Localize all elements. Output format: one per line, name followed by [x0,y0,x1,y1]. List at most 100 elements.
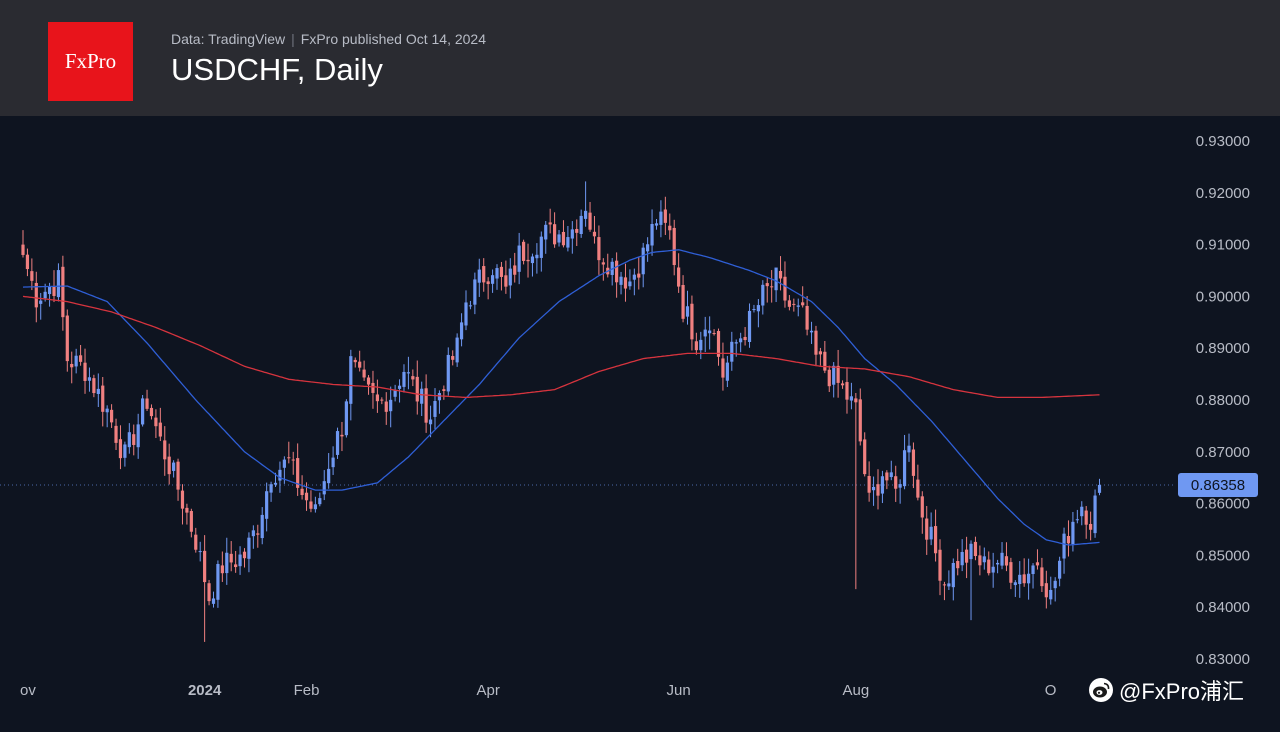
candle-body [229,553,233,563]
y-tick-label: 0.93000 [1196,133,1250,150]
candle-body [455,337,459,363]
candle-body [916,479,920,498]
candle-body [331,457,335,468]
candle-body [415,376,419,402]
candle [260,507,264,545]
candle [1000,542,1004,570]
candle [495,264,499,290]
candle-body [933,526,938,554]
candle-body [265,491,269,519]
candle-body [787,300,791,307]
candle [1044,570,1048,609]
candle [172,460,176,478]
candle [477,258,481,297]
candle [597,225,601,275]
ma-fast-line [22,249,1100,546]
candle [21,230,25,258]
candle [490,269,495,293]
candle [716,328,721,366]
candle-body [708,330,712,334]
candle-body [947,583,951,587]
price-chart[interactable]: 0.93000 0.92000 0.91000 0.90000 0.89000 0.880… [0,116,1280,732]
candle-body [876,484,880,496]
candle [468,300,473,310]
candle [761,280,765,315]
y-tick-label: 0.85000 [1196,547,1250,564]
candle-body [424,388,428,423]
candle [380,397,384,405]
candle [504,260,508,294]
candle-body [588,212,592,230]
candle-body [973,541,978,557]
candle [375,379,379,413]
candle [1009,557,1013,590]
candle [747,303,752,348]
watermark: @FxPro浦汇 [1089,674,1244,706]
candle [925,506,929,555]
candle [681,275,685,323]
candle [765,277,769,303]
y-tick-label: 0.83000 [1196,651,1250,668]
candle-body [849,396,854,401]
candle-body [1080,506,1084,517]
candle-body [508,268,512,286]
candle [996,559,1000,574]
candle-body [601,262,605,265]
candle-body [362,369,366,378]
candle-body [203,550,207,583]
candle-body [477,269,481,283]
candle [1004,542,1009,572]
candle [973,536,978,561]
candle-body [486,281,490,285]
candle [575,219,579,246]
candle [1097,478,1102,496]
candle-body [1004,556,1009,566]
candle-body [185,507,189,513]
candle [420,381,424,417]
candle [513,252,517,283]
candle-body [189,511,193,532]
candle [911,442,916,489]
fxpro-logo[interactable]: FxPro [48,22,133,101]
candle [818,347,822,366]
candle-body [180,490,185,509]
candle [663,196,667,235]
candle [1058,556,1062,587]
candle [916,464,920,501]
candle [526,243,530,278]
candle-body [141,398,145,425]
candle-body [561,231,566,246]
candle [446,347,450,396]
candle [933,509,938,562]
candle [641,242,645,288]
candle-body [783,276,787,301]
candle [242,548,247,568]
candle-body [712,333,716,335]
candle-body [163,440,167,460]
candle-body [349,356,353,404]
candle [238,546,242,575]
candle [898,479,902,504]
candle-body [752,309,756,311]
candle-body [597,237,601,261]
candle-body [951,562,955,588]
candle-body [765,283,769,287]
candle-body [756,305,760,312]
candle [685,290,690,325]
candle [61,255,65,331]
candle-body [938,549,942,581]
meta-separator: | [291,31,295,47]
candle [198,541,202,562]
candle-body [110,409,114,423]
candle [703,316,707,353]
candle [83,348,87,394]
candle-body [1027,573,1031,584]
candle-body [118,439,123,459]
candle-body [78,355,83,362]
candle [163,426,167,476]
candle [535,243,539,274]
candle [845,367,849,414]
x-axis: ov 2024 Feb Apr Jun Aug O [20,682,1056,699]
candle-body [548,222,552,225]
candle-body [553,224,557,245]
